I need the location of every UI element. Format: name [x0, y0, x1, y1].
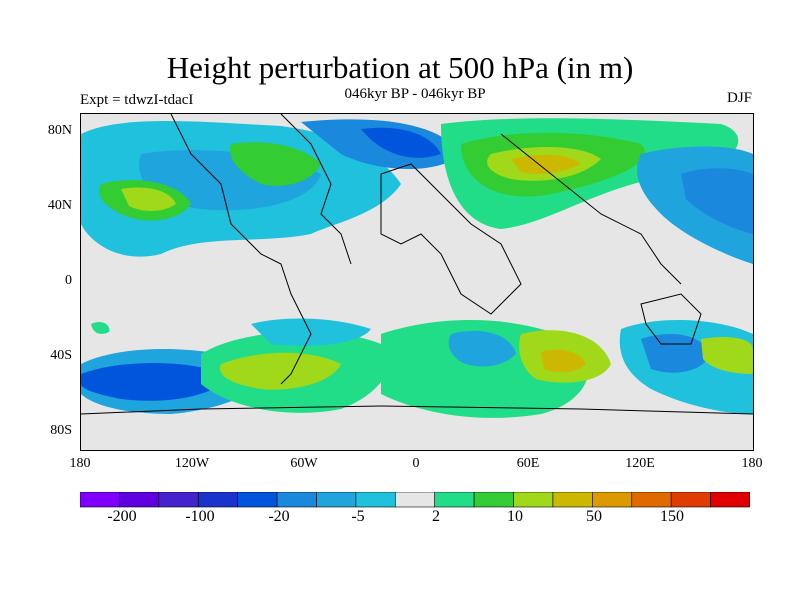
- contour-map: [81, 114, 753, 450]
- colorbar-swatch: [276, 492, 317, 508]
- colorbar-label-50: 50: [586, 508, 602, 525]
- colorbar-swatch: [80, 492, 120, 508]
- colorbar-swatch: [513, 492, 554, 508]
- colorbar-swatch: [355, 492, 396, 508]
- lon-tick-60w: 60W: [290, 456, 318, 471]
- colorbar-swatch: [158, 492, 199, 508]
- lat-tick-40n: 40N: [47, 198, 72, 213]
- lat-tick-80s: 80S: [50, 423, 72, 438]
- colorbar-swatch: [670, 492, 711, 508]
- figure-title: Height perturbation at 500 hPa (in m): [166, 50, 634, 85]
- colorbar-label-neg5: -5: [351, 508, 365, 525]
- lon-tick-180e: 180: [741, 456, 763, 471]
- colorbar-label-10: 10: [507, 508, 523, 525]
- map-panel: [80, 113, 754, 451]
- colorbar-swatch: [552, 492, 593, 508]
- season-label: DJF: [726, 90, 752, 106]
- colorbar-swatch: [631, 492, 672, 508]
- colorbar-label-neg20: -20: [268, 508, 290, 525]
- colorbar-label-neg200: -200: [107, 508, 137, 525]
- lat-tick-80n: 80N: [47, 123, 72, 138]
- lon-tick-120w: 120W: [174, 456, 210, 471]
- lat-tick-40s: 40S: [50, 348, 72, 363]
- figure-subtitle: 046kyr BP - 046kyr BP: [344, 86, 486, 102]
- colorbar-swatch: [237, 492, 278, 508]
- lon-tick-120e: 120E: [625, 456, 655, 471]
- colorbar-swatch: [473, 492, 514, 508]
- colorbar-swatch: [197, 492, 238, 508]
- colorbar-label-150: 150: [660, 508, 684, 525]
- lat-tick-0: 0: [65, 273, 72, 288]
- colorbar-swatch: [592, 492, 633, 508]
- lon-tick-0: 0: [412, 456, 420, 471]
- lon-tick-60e: 60E: [516, 456, 540, 471]
- experiment-label: Expt = tdwzI-tdacI: [80, 92, 194, 108]
- lon-tick-180w: 180: [69, 456, 91, 471]
- colorbar: [80, 492, 750, 508]
- colorbar-label-2: 2: [432, 508, 440, 525]
- colorbar-swatch: [434, 492, 475, 508]
- colorbar-swatch: [394, 492, 436, 508]
- colorbar-swatch: [316, 492, 357, 508]
- colorbar-swatch: [710, 492, 750, 508]
- colorbar-label-neg100: -100: [185, 508, 215, 525]
- colorbar-swatch: [119, 492, 160, 508]
